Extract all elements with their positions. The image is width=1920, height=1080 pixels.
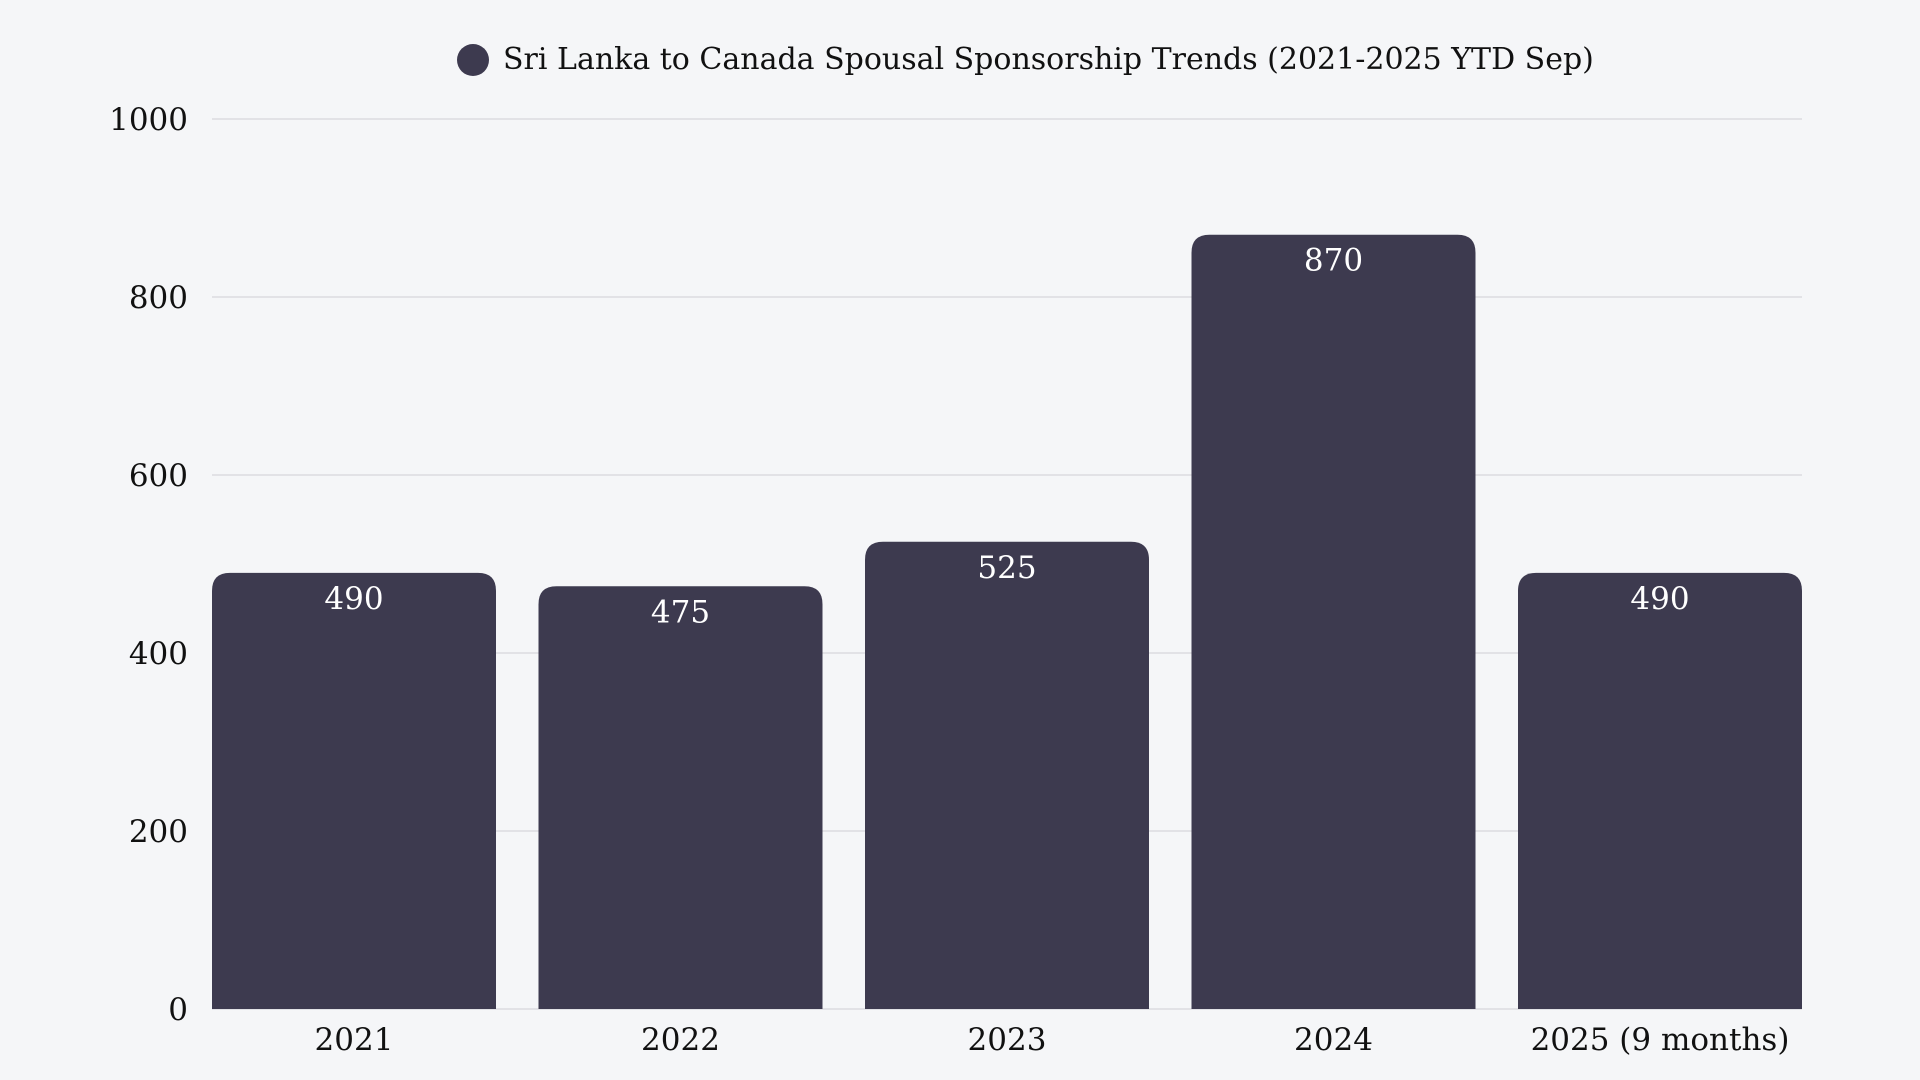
bar-2025-9-months- [1518, 572, 1802, 1009]
x-tick-label: 2021 [315, 1022, 394, 1058]
data-label: 475 [651, 594, 710, 630]
y-tick-label: 200 [129, 814, 188, 850]
x-tick-label: 2022 [641, 1022, 720, 1058]
data-label: 490 [324, 581, 383, 617]
y-tick-label: 600 [129, 458, 188, 494]
data-label: 870 [1304, 243, 1363, 279]
bar-2021 [212, 572, 496, 1009]
y-tick-label: 0 [168, 992, 188, 1028]
x-tick-label: 2023 [968, 1022, 1047, 1058]
x-tick-label: 2024 [1294, 1022, 1373, 1058]
bars: 490 475 525 870 490 [212, 234, 1802, 1009]
legend-marker [457, 44, 489, 76]
data-label: 490 [1630, 581, 1689, 617]
x-axis: 2021 2022 2023 2024 2025 (9 months) [315, 1022, 1790, 1058]
y-axis: 0 200 400 600 800 1000 [109, 102, 188, 1028]
y-tick-label: 1000 [109, 102, 188, 138]
y-tick-label: 400 [129, 636, 188, 672]
y-tick-label: 800 [129, 280, 188, 316]
legend: Sri Lanka to Canada Spousal Sponsorship … [457, 42, 1594, 77]
x-tick-label: 2025 (9 months) [1531, 1022, 1790, 1058]
legend-label: Sri Lanka to Canada Spousal Sponsorship … [503, 42, 1594, 77]
bar-2022 [538, 586, 823, 1009]
bar-2023 [865, 541, 1149, 1009]
data-label: 525 [977, 550, 1036, 586]
bar-2024 [1191, 234, 1476, 1009]
